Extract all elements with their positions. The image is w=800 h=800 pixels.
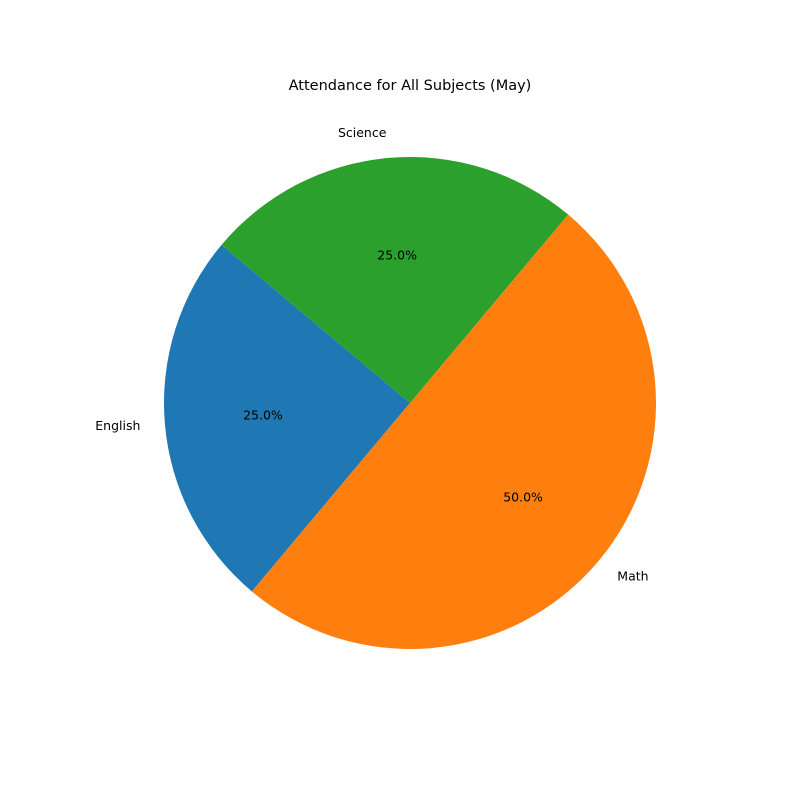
category-label-science: Science: [338, 125, 387, 140]
pie-slice-science: [221, 156, 569, 403]
pie-slices: [163, 156, 657, 650]
percent-label-math: 50.0%: [503, 489, 543, 504]
chart-title: Attendance for All Subjects (May): [289, 78, 532, 94]
category-labels: English Math Science: [95, 125, 648, 584]
percent-label-english: 25.0%: [243, 407, 283, 422]
percent-labels: 25.0% 50.0% 25.0%: [243, 247, 543, 504]
category-label-english: English: [95, 418, 140, 433]
pie-slice-english: [163, 244, 410, 592]
category-label-math: Math: [617, 568, 648, 583]
percent-label-science: 25.0%: [377, 247, 417, 262]
pie-slice-math: [251, 214, 657, 650]
